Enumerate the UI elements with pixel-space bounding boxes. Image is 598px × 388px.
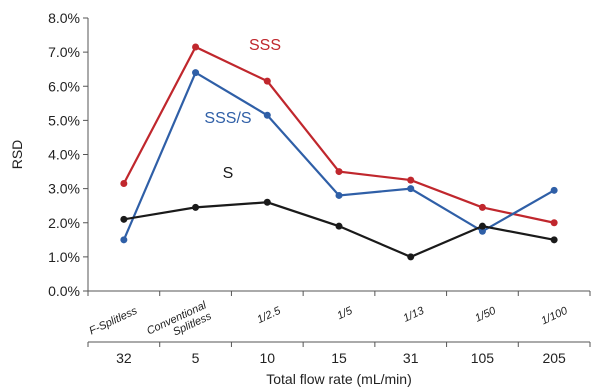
- data-point: [192, 69, 200, 77]
- category-label: 1/100: [539, 304, 570, 327]
- data-point: [263, 111, 271, 119]
- series-line-sss-s: [122, 71, 555, 241]
- y-tick-label: 6.0%: [48, 78, 80, 94]
- x-axis-label: Total flow rate (mL/min): [266, 371, 411, 387]
- y-axis-label: RSD: [9, 140, 25, 170]
- series-label: S: [223, 165, 234, 182]
- data-point: [120, 180, 128, 188]
- category-label: 1/2.5: [255, 304, 283, 326]
- data-point: [335, 168, 343, 176]
- flow-rate-label: 205: [542, 350, 566, 366]
- series-group: SSS SSS/S S: [120, 37, 558, 261]
- y-ticks: 0.0% 1.0% 2.0% 3.0% 4.0% 5.0% 6.0% 7.0% 8.0%: [48, 10, 88, 299]
- data-point: [550, 219, 558, 227]
- data-point: [478, 227, 486, 235]
- data-point: [263, 77, 271, 85]
- y-tick-label: 4.0%: [48, 147, 80, 163]
- data-point: [120, 236, 128, 244]
- data-point: [478, 222, 486, 230]
- y-tick-label: 8.0%: [48, 10, 80, 26]
- data-point: [407, 176, 415, 184]
- y-tick-label: 5.0%: [48, 112, 80, 128]
- category-label: 1/50: [473, 304, 498, 324]
- category-label: 1/13: [401, 304, 426, 324]
- flow-rate-label: 15: [331, 350, 347, 366]
- category-label: ConventionalSplitless: [145, 299, 214, 348]
- data-point: [192, 43, 200, 51]
- series-label: SSS/S: [204, 110, 251, 127]
- data-point: [407, 185, 415, 193]
- data-point: [335, 191, 343, 199]
- y-tick-label: 2.0%: [48, 215, 80, 231]
- data-point: [263, 198, 271, 206]
- category-label: F-Splitless: [88, 305, 140, 338]
- y-tick-label: 0.0%: [48, 283, 80, 299]
- y-tick-label: 3.0%: [48, 181, 80, 197]
- flow-rate-label: 31: [403, 350, 419, 366]
- category-label: 1/5: [335, 304, 355, 322]
- data-point: [335, 222, 343, 230]
- flow-rate-label: 5: [192, 350, 200, 366]
- flow-rate-label: 10: [259, 350, 275, 366]
- data-point: [478, 203, 486, 211]
- series-label: SSS: [249, 37, 281, 54]
- flow-rate-label: 32: [116, 350, 132, 366]
- data-point: [120, 215, 128, 223]
- data-point: [550, 186, 558, 194]
- y-tick-label: 7.0%: [48, 44, 80, 60]
- data-point: [192, 203, 200, 211]
- y-tick-label: 1.0%: [48, 249, 80, 265]
- data-point: [550, 236, 558, 244]
- data-point: [407, 253, 415, 261]
- flow-rate-label: 105: [471, 350, 495, 366]
- x-ticks: F-Splitless ConventionalSplitless 1/2.5 1/5…: [87, 291, 591, 366]
- axes: [87, 18, 590, 343]
